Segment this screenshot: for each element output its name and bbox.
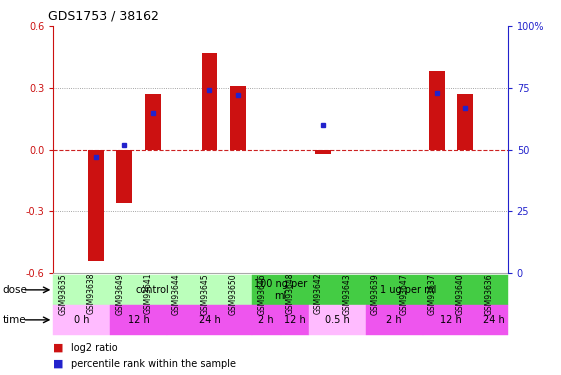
Text: GSM93644: GSM93644	[172, 273, 181, 315]
Text: 24 h: 24 h	[199, 315, 220, 325]
Bar	[457, 94, 473, 150]
Text: 12 h: 12 h	[284, 315, 306, 325]
Text: GSM93637: GSM93637	[427, 273, 436, 315]
Bar	[117, 150, 132, 203]
Text: GSM93640: GSM93640	[456, 273, 465, 315]
Text: percentile rank within the sample: percentile rank within the sample	[71, 359, 236, 369]
Text: GSM93635: GSM93635	[58, 273, 67, 315]
Text: GSM93648: GSM93648	[286, 273, 295, 315]
Bar	[230, 86, 246, 150]
Bar	[429, 72, 444, 150]
Text: GSM93646: GSM93646	[257, 273, 266, 315]
Text: 0 h: 0 h	[74, 315, 89, 325]
Bar	[88, 150, 104, 261]
Text: GSM93636: GSM93636	[485, 273, 494, 315]
Text: GSM93643: GSM93643	[343, 273, 352, 315]
Text: log2 ratio: log2 ratio	[71, 343, 118, 353]
Text: 0.5 h: 0.5 h	[325, 315, 350, 325]
Bar	[145, 94, 160, 150]
Text: time: time	[3, 315, 26, 325]
Text: dose: dose	[3, 285, 27, 295]
Text: 12 h: 12 h	[440, 315, 462, 325]
Text: 24 h: 24 h	[482, 315, 504, 325]
Text: 1 ug per ml: 1 ug per ml	[380, 285, 436, 295]
Text: GSM93649: GSM93649	[116, 273, 125, 315]
Text: GSM93638: GSM93638	[87, 273, 96, 315]
Text: ■: ■	[53, 343, 64, 353]
Text: 12 h: 12 h	[127, 315, 149, 325]
Text: 2 h: 2 h	[259, 315, 274, 325]
Text: GSM93641: GSM93641	[144, 273, 153, 315]
Text: GSM93642: GSM93642	[314, 273, 323, 315]
Text: GSM93645: GSM93645	[200, 273, 209, 315]
Text: ■: ■	[53, 359, 64, 369]
Bar	[315, 150, 331, 154]
Text: GSM93650: GSM93650	[229, 273, 238, 315]
Text: 2 h: 2 h	[387, 315, 402, 325]
Text: GDS1753 / 38162: GDS1753 / 38162	[48, 9, 159, 22]
Text: control: control	[136, 285, 169, 295]
Bar	[202, 53, 217, 150]
Text: GSM93639: GSM93639	[371, 273, 380, 315]
Text: GSM93647: GSM93647	[399, 273, 408, 315]
Text: 100 ng per
ml: 100 ng per ml	[254, 279, 307, 301]
